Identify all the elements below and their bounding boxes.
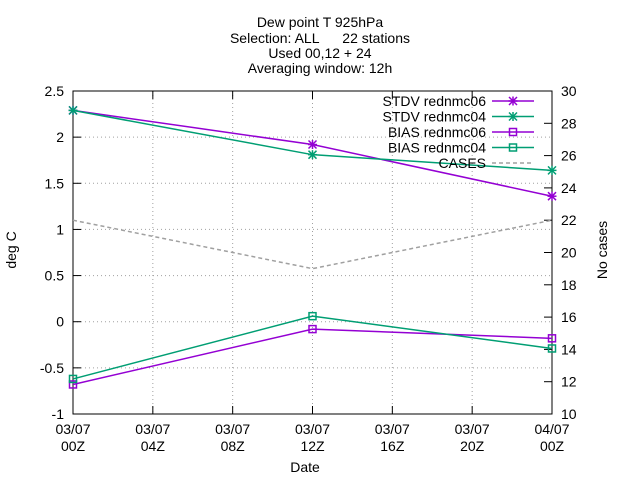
- title-line-2: Selection: ALL 22 stations: [230, 30, 410, 46]
- legend-item: CASES: [439, 155, 534, 171]
- x-tick-label-date: 03/07: [135, 421, 170, 437]
- square-marker: [308, 324, 317, 334]
- legend-label: STDV rednmc06: [383, 93, 487, 109]
- series-bias-rednmc06: [68, 324, 557, 389]
- series-stdv-rednmc04: [68, 105, 557, 175]
- legend-label: STDV rednmc04: [383, 109, 487, 125]
- x-tick-label-hour: 12Z: [300, 438, 325, 454]
- square-marker: [308, 311, 317, 321]
- square-marker: [68, 380, 78, 389]
- y-tick-label: 0: [56, 314, 64, 330]
- series-line: [72, 315, 553, 380]
- star-marker: [307, 139, 318, 150]
- legend-item: BIAS rednmc06: [388, 124, 534, 140]
- square-marker: [68, 374, 78, 384]
- y2-tick-label: 28: [561, 115, 577, 131]
- legend-item: STDV rednmc06: [383, 93, 534, 109]
- x-axis-label: Date: [290, 459, 320, 475]
- legend-label: CASES: [439, 155, 486, 171]
- y2-tick-label: 14: [561, 341, 577, 357]
- x-tick-label-date: 03/07: [215, 421, 250, 437]
- series-line: [72, 219, 553, 270]
- y-axis-label: deg C: [3, 231, 19, 268]
- square-marker: [547, 344, 557, 353]
- x-tick-label-hour: 04Z: [141, 438, 166, 454]
- square-marker: [508, 127, 518, 137]
- y2-axis-label: No cases: [594, 221, 610, 279]
- series-layer: [68, 105, 557, 389]
- title-line-4: Averaging window: 12h: [248, 60, 393, 76]
- axes: -1 -0.5 0 0.5 1 1.5 2 2.5 10 12 14 16 18 20 22 24 26 28 30…: [40, 83, 577, 454]
- y-tick-label: -1: [52, 406, 65, 422]
- x-tick-label-date: 03/07: [295, 421, 330, 437]
- x-tick-label-date: 03/07: [55, 421, 90, 437]
- plot-frame: [72, 90, 553, 415]
- legend-label: BIAS rednmc06: [388, 124, 486, 140]
- y2-tick-label: 18: [561, 277, 577, 293]
- x-tick-label-hour: 00Z: [540, 438, 565, 454]
- y-tick-label: -0.5: [40, 360, 64, 376]
- x-tick-label-hour: 16Z: [380, 438, 405, 454]
- series-bias-rednmc04: [68, 311, 557, 384]
- y-tick-label: 0.5: [45, 268, 65, 284]
- square-marker: [547, 334, 557, 343]
- star-marker: [547, 191, 557, 201]
- x-tick-label-date: 03/07: [455, 421, 490, 437]
- y2-tick-label: 12: [561, 374, 577, 390]
- star-marker: [307, 150, 318, 160]
- y-tick-label: 2: [56, 129, 64, 145]
- x-tick-label-hour: 08Z: [221, 438, 246, 454]
- legend-item: STDV rednmc04: [383, 109, 534, 125]
- x-tick-label-hour: 00Z: [61, 438, 86, 454]
- y2-tick-label: 20: [561, 245, 577, 261]
- title-line-1: Dew point T 925hPa: [257, 14, 384, 30]
- square-marker: [508, 143, 518, 152]
- series-line: [72, 328, 553, 386]
- legend-item: BIAS rednmc04: [388, 140, 534, 156]
- x-tick-label-date: 04/07: [534, 421, 569, 437]
- y-tick-label: 2.5: [45, 83, 65, 99]
- star-marker: [508, 96, 518, 106]
- series-cases: [72, 219, 553, 270]
- legend-label: BIAS rednmc04: [388, 140, 486, 156]
- y2-tick-label: 16: [561, 309, 577, 325]
- star-marker: [547, 165, 557, 175]
- y2-tick-label: 26: [561, 148, 577, 164]
- star-marker: [68, 105, 78, 115]
- title-line-3: Used 00,12 + 24: [268, 45, 371, 61]
- x-tick-label-date: 03/07: [375, 421, 410, 437]
- y2-tick-label: 10: [561, 406, 577, 422]
- y-tick-label: 1.5: [45, 175, 65, 191]
- y-tick-label: 1: [56, 221, 64, 237]
- y2-tick-label: 24: [561, 180, 577, 196]
- x-tick-label-hour: 20Z: [460, 438, 485, 454]
- y2-tick-label: 22: [561, 212, 577, 228]
- chart-title: Dew point T 925hPa Selection: ALL 22 sta…: [230, 14, 410, 76]
- star-marker: [508, 111, 518, 122]
- y2-tick-label: 30: [561, 83, 577, 99]
